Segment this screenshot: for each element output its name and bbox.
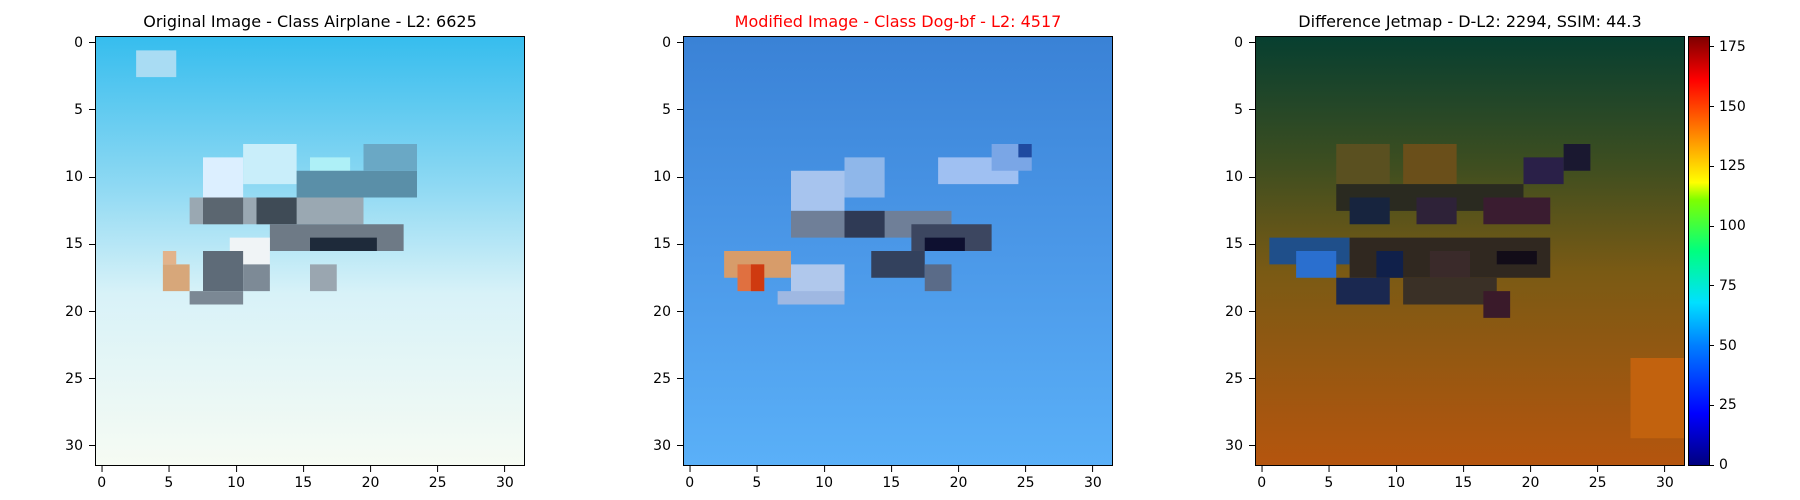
y-tick: 25: [65, 371, 95, 387]
panel-title: Original Image - Class Airplane - L2: 66…: [143, 12, 477, 31]
y-tick: 30: [1225, 438, 1255, 454]
y-tick: 30: [65, 438, 95, 454]
x-tick: 25: [1589, 466, 1607, 491]
y-tick: 25: [653, 371, 683, 387]
y-tick: 5: [662, 102, 683, 118]
x-tick: 30: [1084, 466, 1102, 491]
y-tick: 10: [65, 169, 95, 185]
x-tick: 0: [685, 466, 694, 491]
x-tick: 20: [362, 466, 379, 491]
original-image: [96, 37, 524, 465]
colorbar-tick: 100: [1709, 218, 1746, 234]
y-tick: 5: [74, 102, 95, 118]
colorbar-tick: 50: [1709, 338, 1737, 354]
colorbar-tick: 125: [1709, 158, 1746, 174]
y-tick: 10: [653, 169, 683, 185]
y-tick: 10: [1225, 169, 1255, 185]
y-tick: 30: [653, 438, 683, 454]
x-tick: 5: [752, 466, 761, 491]
image-axes: [683, 36, 1113, 466]
y-tick: 0: [1234, 35, 1255, 51]
y-tick: 25: [1225, 371, 1255, 387]
y-tick: 15: [65, 236, 95, 252]
x-tick: 15: [882, 466, 900, 491]
difference-jetmap-image: [1256, 37, 1684, 465]
x-tick: 20: [950, 466, 967, 491]
x-tick: 0: [1257, 466, 1266, 491]
x-tick: 25: [429, 466, 447, 491]
x-tick: 20: [1522, 466, 1539, 491]
panel-title: Difference Jetmap - D-L2: 2294, SSIM: 44…: [1298, 12, 1642, 31]
x-tick: 5: [164, 466, 173, 491]
y-tick: 0: [74, 35, 95, 51]
y-tick: 0: [662, 35, 683, 51]
x-tick: 15: [294, 466, 312, 491]
y-tick: 15: [653, 236, 683, 252]
x-tick: 0: [97, 466, 106, 491]
colorbar-tick: 25: [1709, 397, 1737, 413]
panel-title: Modified Image - Class Dog-bf - L2: 4517: [734, 12, 1062, 31]
y-tick: 20: [65, 304, 95, 320]
colorbar-tick: 150: [1709, 99, 1746, 115]
x-tick: 5: [1324, 466, 1333, 491]
y-tick: 5: [1234, 102, 1255, 118]
y-tick: 20: [1225, 304, 1255, 320]
panel-modified: Modified Image - Class Dog-bf - L2: 4517: [653, 0, 1113, 500]
colorbar-tick: 175: [1709, 39, 1746, 55]
colorbar-tick: 0: [1709, 457, 1728, 473]
panel-difference: Difference Jetmap - D-L2: 2294, SSIM: 44…: [1225, 0, 1685, 500]
y-tick: 15: [1225, 236, 1255, 252]
image-axes: [95, 36, 525, 466]
x-tick: 30: [1656, 466, 1674, 491]
x-tick: 10: [227, 466, 245, 491]
y-tick: 20: [653, 304, 683, 320]
colorbar: 0 25 50 75 100 125 150 175: [1688, 36, 1746, 473]
x-tick: 25: [1017, 466, 1035, 491]
x-tick: 10: [815, 466, 833, 491]
x-tick: 15: [1454, 466, 1472, 491]
panel-original: Original Image - Class Airplane - L2: 66…: [65, 0, 525, 500]
image-axes: [1255, 36, 1685, 466]
x-tick: 10: [1387, 466, 1405, 491]
modified-image: [684, 37, 1112, 465]
x-tick: 30: [496, 466, 514, 491]
colorbar-tick: 75: [1709, 278, 1737, 294]
